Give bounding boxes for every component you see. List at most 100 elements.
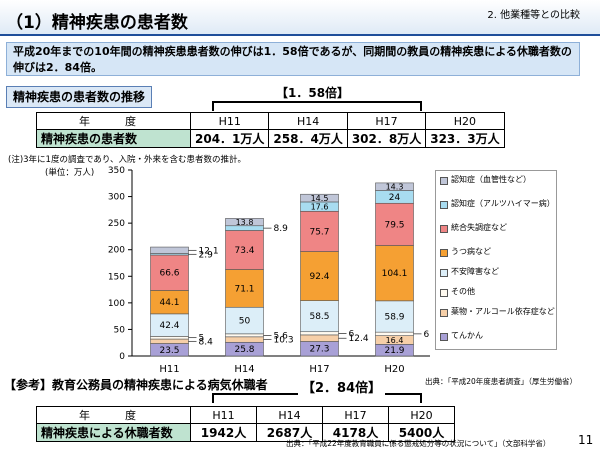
data-label: 12.1: [199, 246, 219, 256]
y-tick-label: 0: [119, 352, 125, 362]
data-label: 27.3: [309, 345, 329, 355]
data-label: 66.6: [159, 269, 179, 279]
year-cell: H17: [346, 112, 427, 130]
patients-table: 年 度 H11 H14 H17 H20 精神疾患の患者数 204．1万人 258…: [36, 112, 505, 148]
legend-swatch: [440, 225, 448, 233]
legend-swatch: [440, 333, 448, 341]
ratio-bracket-patients: [212, 101, 422, 111]
section-tag: 2. 他業種等との比較: [487, 10, 580, 21]
leave-ratio-label: 【2．84倍】: [298, 377, 386, 396]
chart-legend: 認知症（血管性など） 認知症（アルツハイマー病） 統合失調症など うつ病など 不安障害な…: [435, 170, 557, 350]
data-label: 75.7: [309, 227, 329, 237]
data-label: 16.4: [386, 336, 404, 345]
legend-swatch: [440, 249, 448, 257]
data-label: 79.5: [384, 220, 404, 230]
data-label: 14.3: [386, 183, 404, 192]
bar-segment: [300, 334, 339, 342]
data-label: 6: [349, 329, 355, 339]
y-tick-label: 250: [108, 219, 125, 229]
leave-table-row: 精神疾患による休職者数 1942人 2687人 4178人 5400人: [36, 423, 455, 442]
bar-segment: [225, 306, 264, 335]
y-tick-label: 150: [108, 272, 125, 282]
bar-segment: [225, 333, 264, 338]
value-cell: 323．3万人: [425, 129, 505, 148]
legend-label: その他: [451, 287, 475, 296]
value-cell: 258．4万人: [268, 129, 348, 148]
year-cell: H14: [268, 112, 348, 130]
data-label: 5: [199, 334, 205, 344]
y-tick-label: 50: [114, 325, 126, 335]
data-label: 44.1: [159, 298, 179, 308]
data-label: 24: [389, 193, 401, 203]
data-label: 10.3: [274, 336, 294, 346]
y-tick-label: 200: [108, 246, 125, 256]
legend-swatch: [440, 289, 448, 297]
data-label: 42.4: [159, 321, 179, 331]
data-label: 58.5: [309, 312, 329, 322]
bar-segment: [150, 338, 189, 344]
year-header: 年 度: [36, 112, 191, 130]
data-label: 71.1: [234, 284, 254, 294]
page-number: 11: [578, 433, 594, 447]
summary-box: 平成20年までの10年間の精神疾患患者数の伸びは1．58倍であるが、同期間の教員…: [6, 42, 580, 76]
data-label: 14.5: [311, 194, 329, 203]
legend-swatch: [440, 177, 448, 185]
patients-source: 出典：「平成20年度患者調査」（厚生労働省）: [425, 377, 578, 386]
year-cell: H14: [256, 406, 323, 424]
bar-segment: [375, 182, 414, 191]
data-label: 104.1: [382, 269, 408, 279]
header-bar: [0, 0, 600, 36]
legend-swatch: [440, 309, 448, 317]
patients-table-row: 精神疾患の患者数 204．1万人 258．4万人 302．8万人 323．3万人: [36, 129, 505, 148]
legend-swatch: [440, 201, 448, 209]
value-cell: 1942人: [190, 423, 257, 442]
value-cell: 204．1万人: [189, 129, 270, 148]
value-cell: 4178人: [322, 423, 389, 442]
data-label: 58.9: [384, 312, 404, 322]
legend-swatch: [440, 269, 448, 277]
year-cell: H11: [189, 112, 270, 130]
bar-segment: [225, 230, 264, 270]
data-label: 17.6: [311, 203, 329, 212]
legend-label: てんかん: [451, 331, 483, 340]
row-label: 精神疾患の患者数: [36, 129, 191, 148]
data-label: 5.6: [274, 331, 289, 341]
y-tick-label: 300: [108, 193, 125, 203]
year-cell: H20: [425, 112, 505, 130]
bar-segment: [225, 218, 264, 227]
value-cell: 5400人: [388, 423, 455, 442]
data-label: 6.6: [424, 330, 431, 340]
bar-segment: [150, 254, 189, 291]
data-label: 50: [239, 317, 251, 327]
bar-segment: [375, 331, 414, 336]
category-label: H14: [234, 364, 254, 375]
survey-note: (注)3年に1度の調査であり、入院・外来を含む患者数の推計。: [8, 155, 247, 165]
data-label: 21.9: [384, 346, 404, 356]
leave-source: 出典：「平成22年度教育職員に係る懲戒処分等の状況について」（文部科学省）: [286, 439, 551, 448]
leave-table-header: 年 度 H11 H14 H17 H20: [36, 406, 455, 424]
patients-ratio-label: 【1．58倍】: [272, 84, 354, 101]
legend-label: 認知症（アルツハイマー病）: [451, 199, 555, 208]
legend-label: 薬物・アルコール依存症など: [451, 307, 555, 316]
year-cell: H20: [388, 406, 455, 424]
data-label: 12.4: [349, 334, 369, 344]
legend-label: 不安障害など: [451, 267, 499, 276]
stacked-bar-chart: 05010015020025030035023.58.4542.444.166.…: [108, 166, 431, 375]
data-label: 23.5: [159, 346, 179, 356]
value-cell: 302．8万人: [346, 129, 427, 148]
bar-segment: [375, 300, 414, 333]
patients-section-title: 精神疾患の患者数の推移: [6, 86, 153, 108]
bar-segment: [300, 193, 339, 203]
year-header: 年 度: [36, 406, 191, 424]
bar-segment: [300, 300, 339, 333]
bar-segment: [150, 336, 189, 340]
value-cell: 2687人: [256, 423, 323, 442]
data-label: 2.9: [199, 250, 214, 260]
bar-segment: [375, 245, 414, 302]
y-tick-label: 100: [108, 299, 125, 309]
category-label: H20: [384, 364, 404, 375]
year-cell: H17: [322, 406, 389, 424]
page-title: （1）精神疾患の患者数: [6, 13, 188, 33]
leave-section-title: 【参考】教育公務員の精神疾患による病気休職者: [4, 378, 268, 392]
legend-label: 認知症（血管性など）: [451, 175, 531, 184]
